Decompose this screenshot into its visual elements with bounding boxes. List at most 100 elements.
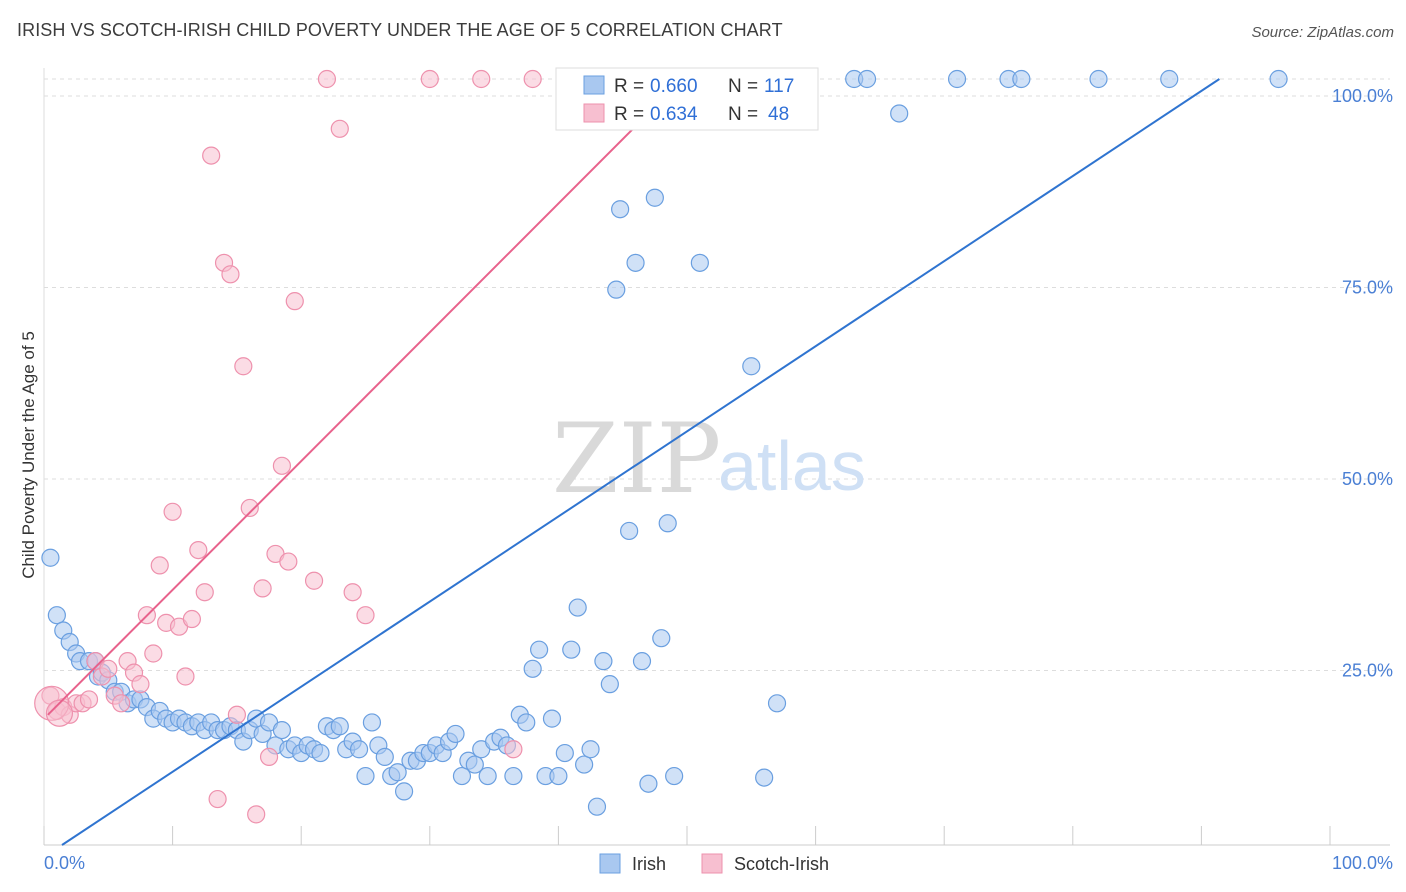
scotch-irish-point (176, 667, 195, 686)
irish-point (645, 188, 664, 207)
irish-point (857, 69, 877, 89)
scotch-irish-point (523, 69, 542, 89)
irish-point (272, 720, 292, 740)
irish-point (611, 200, 630, 219)
scotch-irish-point (317, 69, 337, 89)
irish-point (465, 755, 484, 774)
irish-point (658, 514, 677, 533)
scotch-irish-point (420, 69, 439, 89)
irish-point (517, 713, 536, 732)
irish-point (742, 357, 761, 376)
irish-point (1269, 69, 1288, 89)
scotch-irish-point (208, 789, 227, 809)
bottom-legend-swatch-irish (599, 853, 621, 874)
scotch-irish-point (150, 556, 169, 575)
irish-point (1089, 69, 1108, 89)
irish-point (568, 598, 587, 617)
irish-point (356, 766, 375, 786)
legend-swatch-irish (583, 75, 605, 95)
legend-r-value-irish: 0.660 (650, 76, 698, 97)
scotch-irish-point (247, 805, 266, 824)
scotch-irish-point (330, 119, 349, 138)
irish-trendline (61, 78, 1220, 846)
irish-point (690, 253, 709, 272)
scotch-irish-point (304, 571, 324, 590)
trend-layer (47, 78, 1220, 846)
irish-point (594, 652, 613, 671)
chart-source: Source: ZipAtlas.com (1251, 24, 1394, 41)
bottom-legend-label-scotch-irish: Scotch-Irish (734, 854, 829, 874)
scotch-irish-point (112, 694, 131, 713)
x-tick-label: 100.0% (1332, 853, 1393, 873)
irish-point (575, 755, 594, 774)
y-tick-label: 100.0% (1332, 86, 1393, 106)
irish-point (600, 675, 619, 694)
y-tick-label: 75.0% (1342, 278, 1393, 298)
scotch-irish-point (227, 705, 246, 724)
scotch-irish-point (472, 69, 491, 89)
watermark-atlas: atlas (718, 427, 866, 505)
irish-point (452, 766, 472, 786)
scotch-irish-trendline (47, 120, 642, 716)
irish-point (530, 640, 549, 659)
irish-point (607, 280, 626, 299)
irish-point (330, 717, 349, 736)
irish-point (504, 766, 523, 786)
x-tick-label: 0.0% (44, 853, 85, 873)
legend-r-label-irish: R = (614, 76, 644, 97)
scotch-irish-point (253, 579, 272, 598)
bottom-legend: Irish Scotch-Irish (599, 853, 829, 874)
irish-point (767, 694, 787, 713)
irish-point (652, 629, 671, 648)
irish-point (632, 652, 652, 671)
scotch-irish-point (285, 292, 304, 311)
irish-point (542, 709, 562, 728)
irish-point (755, 768, 774, 787)
scotch-irish-point (195, 583, 214, 602)
bottom-legend-swatch-scotch-irish (701, 853, 723, 874)
scotch-irish-point (221, 265, 240, 284)
legend-n-label-scotch-irish: N = (728, 104, 758, 125)
points-layer (34, 69, 1288, 824)
legend-n-label-irish: N = (728, 76, 758, 97)
irish-point (362, 713, 382, 732)
legend-r-label-scotch-irish: R = (614, 104, 644, 125)
scotch-irish-point (272, 456, 292, 475)
watermark-zip: ZIP (552, 403, 721, 515)
irish-point (1012, 69, 1031, 89)
scotch-irish-point (356, 606, 375, 625)
irish-point (890, 104, 909, 123)
irish-point (665, 766, 684, 786)
top-legend: R = 0.660 N = 117 R = 0.634 N = 48 (555, 67, 819, 131)
legend-n-value-scotch-irish: 48 (768, 104, 789, 125)
irish-point (311, 743, 330, 763)
irish-point (523, 659, 542, 678)
scotch-irish-point (279, 552, 298, 571)
irish-point (562, 640, 581, 659)
scotch-irish-point (189, 540, 208, 560)
legend-r-value-scotch-irish: 0.634 (650, 104, 698, 125)
bottom-legend-label-irish: Irish (632, 854, 666, 874)
irish-point (394, 782, 414, 801)
scotch-irish-point (163, 502, 182, 521)
scotch-irish-point (234, 357, 253, 376)
scotch-irish-point (202, 146, 221, 165)
scotch-irish-point (144, 644, 163, 663)
scotch-irish-point (259, 747, 279, 767)
irish-point (639, 774, 658, 793)
irish-point (349, 740, 369, 759)
irish-point (581, 740, 600, 759)
irish-point (446, 724, 465, 744)
legend-n-value-irish: 117 (764, 76, 794, 97)
scotch-irish-point (343, 583, 362, 602)
scotch-irish-point (504, 740, 523, 759)
scotch-irish-point (45, 699, 74, 727)
irish-point (375, 747, 394, 767)
irish-point (555, 743, 574, 763)
irish-point (1160, 69, 1179, 89)
legend-swatch-scotch-irish (583, 103, 605, 123)
irish-point (41, 548, 60, 567)
scotch-irish-point (182, 609, 201, 629)
y-tick-label: 25.0% (1342, 661, 1393, 681)
